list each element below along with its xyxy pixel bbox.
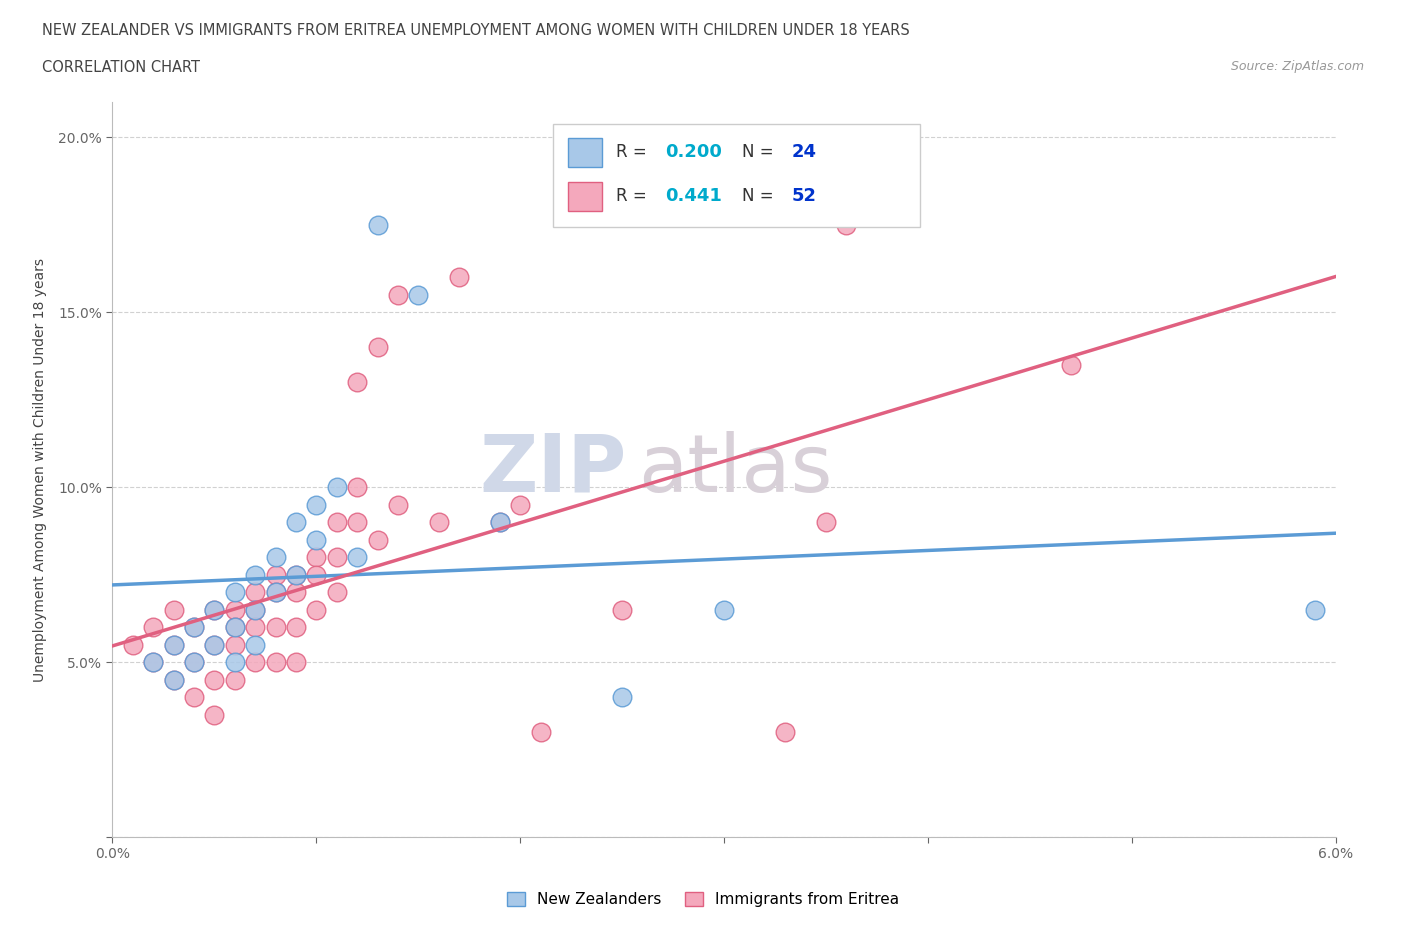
Text: atlas: atlas	[638, 431, 832, 509]
Point	[204, 602, 226, 617]
Point	[264, 619, 287, 634]
Point	[264, 567, 287, 582]
Point	[326, 480, 349, 495]
Point	[204, 602, 226, 617]
Point	[245, 602, 267, 617]
Point	[163, 672, 186, 687]
Point	[346, 480, 368, 495]
Point	[122, 637, 145, 652]
Point	[224, 672, 246, 687]
Point	[142, 619, 165, 634]
Point	[142, 655, 165, 670]
Point	[284, 514, 308, 529]
Text: 0.200: 0.200	[665, 143, 723, 161]
Point	[224, 585, 246, 600]
Point	[224, 637, 246, 652]
Point	[163, 637, 186, 652]
Point	[612, 602, 634, 617]
Text: ZIP: ZIP	[479, 431, 626, 509]
Point	[305, 532, 328, 547]
Point	[163, 672, 186, 687]
Point	[713, 602, 735, 617]
Point	[367, 339, 389, 354]
Point	[204, 637, 226, 652]
Point	[245, 637, 267, 652]
Point	[489, 514, 512, 529]
Point	[815, 514, 838, 529]
Point	[346, 375, 368, 390]
Text: 52: 52	[792, 187, 817, 206]
Point	[224, 655, 246, 670]
Point	[183, 655, 205, 670]
Point	[346, 514, 368, 529]
Text: N =: N =	[742, 187, 775, 206]
Point	[245, 602, 267, 617]
Text: 24: 24	[792, 143, 817, 161]
Point	[305, 550, 328, 565]
Point	[387, 498, 409, 512]
Point	[142, 655, 165, 670]
Text: CORRELATION CHART: CORRELATION CHART	[42, 60, 200, 75]
Point	[305, 602, 328, 617]
Point	[427, 514, 450, 529]
Point	[224, 619, 246, 634]
Point	[204, 707, 226, 722]
Point	[367, 218, 389, 232]
Point	[326, 514, 349, 529]
Point	[326, 550, 349, 565]
Point	[183, 655, 205, 670]
Point	[264, 655, 287, 670]
Point	[387, 287, 409, 302]
Text: Source: ZipAtlas.com: Source: ZipAtlas.com	[1230, 60, 1364, 73]
Point	[1060, 357, 1083, 372]
Point	[163, 637, 186, 652]
Point	[163, 602, 186, 617]
Point	[509, 498, 531, 512]
Point	[346, 550, 368, 565]
Point	[245, 655, 267, 670]
Point	[449, 270, 471, 285]
Point	[245, 585, 267, 600]
Point	[367, 532, 389, 547]
Point	[326, 585, 349, 600]
Point	[305, 567, 328, 582]
Point	[284, 567, 308, 582]
Point	[408, 287, 430, 302]
Point	[284, 585, 308, 600]
Point	[264, 550, 287, 565]
Point	[612, 690, 634, 705]
Point	[1305, 602, 1327, 617]
Point	[245, 567, 267, 582]
Point	[775, 724, 797, 739]
Point	[284, 619, 308, 634]
Point	[530, 724, 553, 739]
Legend: New Zealanders, Immigrants from Eritrea: New Zealanders, Immigrants from Eritrea	[501, 885, 905, 913]
Point	[264, 585, 287, 600]
Text: N =: N =	[742, 143, 775, 161]
Point	[245, 619, 267, 634]
Text: 0.441: 0.441	[665, 187, 723, 206]
Point	[264, 585, 287, 600]
Point	[489, 514, 512, 529]
Point	[204, 637, 226, 652]
Point	[224, 602, 246, 617]
Point	[183, 690, 205, 705]
Point	[284, 567, 308, 582]
Point	[835, 218, 858, 232]
Point	[224, 619, 246, 634]
Text: R =: R =	[616, 187, 647, 206]
Point	[204, 672, 226, 687]
Bar	[568, 138, 602, 167]
Y-axis label: Unemployment Among Women with Children Under 18 years: Unemployment Among Women with Children U…	[34, 258, 46, 682]
Point	[183, 619, 205, 634]
Point	[183, 619, 205, 634]
FancyBboxPatch shape	[553, 125, 920, 227]
Text: NEW ZEALANDER VS IMMIGRANTS FROM ERITREA UNEMPLOYMENT AMONG WOMEN WITH CHILDREN : NEW ZEALANDER VS IMMIGRANTS FROM ERITREA…	[42, 23, 910, 38]
Point	[284, 655, 308, 670]
Point	[305, 498, 328, 512]
Text: R =: R =	[616, 143, 647, 161]
Bar	[568, 181, 602, 211]
